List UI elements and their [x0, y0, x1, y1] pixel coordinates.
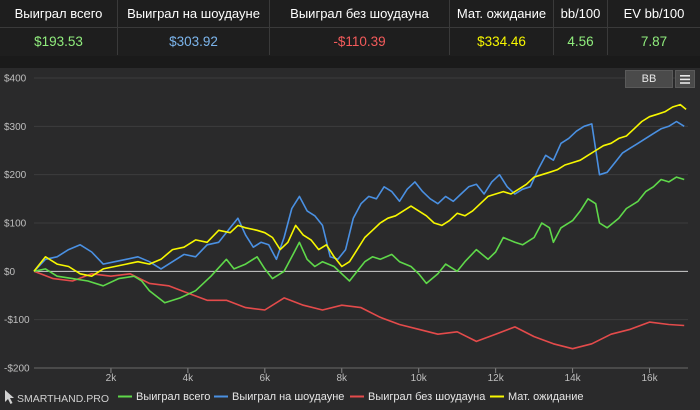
stats-header-total: Выиграл всего	[0, 0, 118, 27]
chart-legend: Выиграл всего Выиграл на шоудауне Выиграл …	[118, 391, 583, 403]
series-line-3	[33, 103, 687, 277]
stats-header-ev: Мат. ожидание	[450, 0, 554, 27]
y-tick-label: $300	[4, 122, 27, 133]
section-divider	[0, 56, 700, 68]
bb-toggle-button[interactable]: BB	[625, 70, 673, 88]
x-tick-label: 8k	[336, 373, 348, 384]
y-tick-label: $100	[4, 219, 27, 230]
stats-header-ev-bb100: EV bb/100	[623, 6, 685, 21]
stats-value-bb100: 4.56	[554, 28, 608, 55]
series-line-1	[33, 120, 685, 272]
cursor-arrow-icon	[5, 390, 14, 404]
stats-table: Выиграл всего Выиграл на шоудауне Выигра…	[0, 0, 700, 56]
x-tick-label: 14k	[565, 373, 582, 384]
hamburger-menu-icon	[680, 74, 690, 84]
stats-header-bb100: bb/100	[554, 0, 608, 27]
stats-header-nonshowdown: Выиграл без шоудауна	[270, 0, 450, 27]
legend-label: Выиграл на шоудауне	[232, 391, 344, 403]
chart-series	[33, 103, 687, 350]
winnings-chart: -$200 -$100 $0 $100 $200 $300 $400 2k 4k 6k 8k 10k 1…	[4, 74, 688, 405]
watermark-text: SMARTHAND.PRO	[17, 393, 109, 405]
stats-header-showdown: Выиграл на шоудауне	[118, 0, 270, 27]
series-line-0	[33, 176, 685, 304]
y-tick-label: $400	[4, 74, 27, 85]
stats-value-ev-bb100: 7.87	[640, 34, 668, 49]
x-tick-label: 2k	[106, 373, 118, 384]
legend-label: Мат. ожидание	[508, 391, 583, 403]
y-tick-label: -$200	[4, 364, 30, 375]
stats-value-showdown: $303.92	[118, 28, 270, 55]
stats-value-row: $193.53 $303.92 -$110.39 $334.46 4.56 7.…	[0, 28, 700, 55]
x-tick-label: 6k	[260, 373, 272, 384]
chart-menu-button[interactable]	[675, 70, 695, 88]
stats-value-nonshowdown: -$110.39	[270, 28, 450, 55]
stats-value-ev: $334.46	[450, 28, 554, 55]
y-tick-label: -$100	[4, 315, 30, 326]
stats-header-row: Выиграл всего Выиграл на шоудауне Выигра…	[0, 0, 700, 28]
chart-axes: -$200 -$100 $0 $100 $200 $300 $400 2k 4k 6k 8k 10k 1…	[4, 74, 688, 384]
legend-label: Выиграл без шоудауна	[368, 391, 486, 403]
x-tick-label: 16k	[641, 373, 658, 384]
legend-label: Выиграл всего	[136, 391, 210, 403]
y-tick-label: $200	[4, 170, 27, 181]
x-tick-label: 4k	[183, 373, 195, 384]
stats-value-total: $193.53	[0, 28, 118, 55]
series-line-2	[33, 270, 685, 350]
chart-grid	[34, 77, 688, 369]
smarthand-watermark: SMARTHAND.PRO	[5, 390, 109, 405]
y-tick-label: $0	[4, 267, 16, 278]
x-tick-label: 12k	[488, 373, 505, 384]
x-tick-label: 10k	[411, 373, 428, 384]
